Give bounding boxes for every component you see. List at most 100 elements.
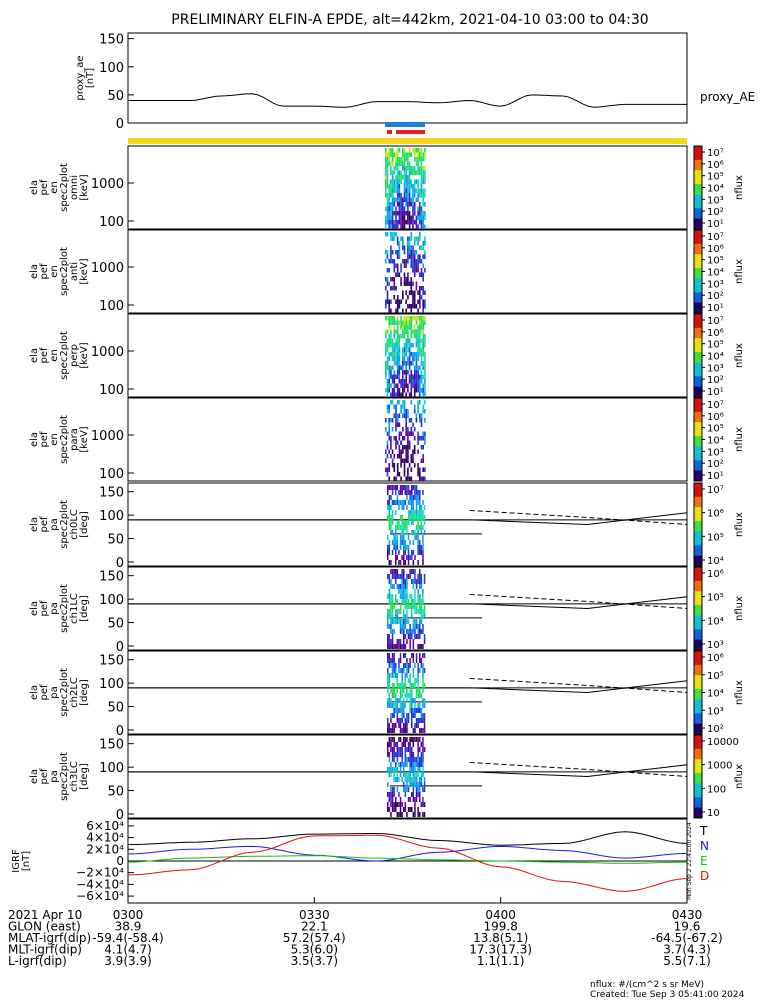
panel-ytitle-line: pef — [39, 179, 50, 196]
spectrogram-cell — [395, 807, 397, 812]
spectrogram-cell — [402, 215, 404, 220]
spectrogram-cell — [408, 179, 411, 184]
spectrogram-cell — [393, 329, 396, 334]
spectrogram-cell — [388, 215, 390, 220]
spectrogram-cell — [391, 418, 394, 423]
colorbar-tick-label: 10⁵ — [707, 593, 724, 604]
spectrogram-cell — [413, 241, 416, 246]
spectrogram-cell — [424, 436, 426, 441]
spectrogram-cell — [388, 404, 390, 409]
spectrogram-cell — [403, 594, 405, 599]
spectrogram-cell — [422, 742, 424, 747]
spectrogram-cell — [393, 334, 396, 339]
spectrogram-cell — [396, 175, 399, 180]
spectrogram-cell — [412, 188, 414, 193]
spectrogram-cell — [410, 316, 413, 321]
spectrogram-cell — [391, 379, 394, 384]
spectrogram-cell — [410, 152, 413, 157]
spectrogram-cell — [388, 579, 391, 584]
spectrogram-cell — [407, 215, 409, 220]
spectrogram-cell — [414, 604, 416, 609]
spectrogram-cell — [387, 505, 389, 510]
colorbar-cell — [694, 152, 702, 157]
spectrogram-cell — [423, 723, 426, 728]
spectrogram-cell — [406, 619, 408, 624]
spectrogram-cell — [400, 404, 402, 409]
spectrogram-cell — [420, 515, 423, 520]
colorbar-label-text: nflux — [734, 680, 745, 705]
spectrogram-cell — [411, 485, 413, 490]
spectrogram-cell — [407, 188, 409, 193]
spectrogram-cell — [399, 540, 402, 545]
spectrogram-cell — [422, 688, 424, 693]
spectrogram-cell — [410, 334, 413, 339]
spectrogram-cell — [387, 802, 389, 807]
spectrogram-cell — [414, 698, 416, 703]
spectrogram-cell — [398, 777, 400, 782]
spectrogram-cell — [390, 215, 392, 220]
spectrogram-cell — [415, 383, 418, 388]
pa-ytick-label: 150 — [99, 570, 124, 585]
spectrogram-cell — [411, 520, 413, 525]
spectrogram-cell — [391, 629, 394, 634]
spectrogram-cell — [417, 742, 419, 747]
colorbar-cell — [694, 664, 702, 669]
colorbar-cell — [694, 766, 702, 771]
spectrogram-cell — [386, 152, 389, 157]
spectrogram-cell — [398, 193, 401, 198]
spectrogram-cell — [387, 747, 389, 752]
spectrogram-cell — [419, 693, 421, 698]
spectrogram-cell — [385, 188, 387, 193]
spectrogram-cell — [409, 569, 411, 574]
spectrogram-cell — [420, 619, 423, 624]
spectrogram-cell — [396, 703, 399, 708]
spectrogram-cell — [387, 718, 389, 723]
spectrogram-cell — [387, 485, 389, 490]
spectrogram-cell — [415, 688, 418, 693]
spectrogram-cell — [410, 418, 413, 423]
colorbar-cell — [694, 352, 702, 356]
science-zone-bar-blue — [385, 122, 425, 127]
spectrogram-cell — [410, 379, 413, 384]
spectrogram-cell — [396, 440, 399, 445]
spectrogram-cell — [385, 365, 387, 370]
spectrogram-cell — [401, 678, 403, 683]
spectrogram-cell — [403, 644, 405, 649]
pa-ytick-label: 50 — [107, 617, 124, 632]
spectrogram-cell — [395, 409, 397, 414]
spectrogram-cell — [407, 320, 409, 325]
panel-ytitle-line: ch0LC — [69, 509, 80, 540]
spectrogram-cell — [422, 555, 424, 560]
spectrogram-cell — [390, 220, 392, 225]
spectrogram-cell — [412, 530, 415, 535]
spectrogram-cell — [414, 703, 416, 708]
spectrogram-cell — [417, 792, 419, 797]
spectrogram-cell — [415, 161, 418, 166]
spectrogram-cell — [399, 723, 402, 728]
colorbar-cell — [694, 177, 702, 182]
colorbar-label: nflux — [734, 175, 745, 200]
spectrogram-cell — [417, 436, 419, 441]
spectrogram-cell — [417, 752, 419, 757]
spectrogram-cell — [403, 197, 406, 202]
colorbar-cell — [694, 288, 702, 293]
spectrogram-cell — [408, 304, 411, 309]
spectrogram-cell — [419, 295, 421, 300]
colorbar-cell — [694, 661, 702, 666]
spectrogram-cell — [412, 316, 414, 321]
spectrogram-cell — [419, 703, 421, 708]
spectrogram-cell — [407, 329, 409, 334]
spectrogram-cell — [411, 698, 413, 703]
colorbar-tick-label: 10⁶ — [707, 509, 724, 520]
spectrogram-cell — [400, 431, 402, 436]
spectrogram-cell — [388, 197, 390, 202]
spectrogram-cell — [424, 193, 426, 198]
spectrogram-cell — [407, 197, 409, 202]
x-col-value: 0330 — [299, 908, 330, 922]
spectrogram-cell — [402, 347, 404, 352]
spectrogram-cell — [396, 772, 399, 777]
spectrogram-cell — [402, 166, 404, 171]
spectrogram-cell — [385, 152, 387, 157]
spectrogram-cell — [419, 188, 421, 193]
